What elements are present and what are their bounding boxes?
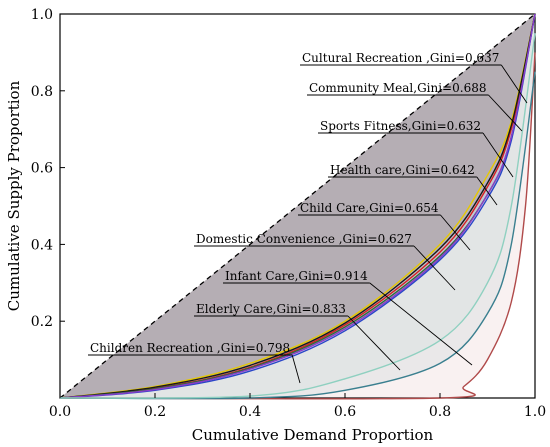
annotation-label-2: Sports Fitness,Gini=0.632 (320, 119, 481, 133)
y-axis-ticks: 0.2 0.4 0.6 0.8 1.0 (31, 7, 65, 330)
x-tick-label-1: 0.2 (144, 404, 166, 420)
annotation-label-1: Community Meal,Gini=0.688 (309, 81, 486, 95)
annotation-leader-7 (347, 315, 401, 371)
annotation-leader-1 (488, 94, 523, 132)
area-fill-5 (60, 14, 535, 398)
annotation-leader-0 (500, 64, 528, 104)
y-axis-title: Cumulative Supply Proportion (5, 80, 23, 311)
x-axis-title: Cumulative Demand Proportion (192, 426, 434, 444)
y-tick-label-2: 0.6 (31, 161, 53, 177)
equality-line-group (59, 13, 536, 399)
lorenz-curve-5 (59, 13, 536, 399)
annotation-label-6: Infant Care,Gini=0.914 (225, 269, 368, 283)
lorenz-curve-7 (59, 71, 536, 400)
annotation-leader-4 (440, 214, 471, 251)
area-fill-7 (60, 14, 535, 399)
annotation-label-8: Children Recreation ,Gini=0.798 (90, 341, 290, 355)
lorenz-curve-2 (59, 13, 536, 399)
area-fill-3 (60, 14, 535, 398)
x-tick-label-3: 0.6 (334, 404, 356, 420)
lorenz-curve-4 (59, 13, 536, 399)
area-fill-0 (60, 14, 535, 398)
x-tick-label-5: 1.0 (524, 404, 546, 420)
lorenz-curve-8 (59, 33, 536, 399)
area-fill-4 (60, 14, 535, 398)
annotation-leader-8 (291, 354, 301, 384)
equality-line (59, 13, 536, 399)
annotation-label-4: Child Care,Gini=0.654 (300, 201, 439, 215)
annotation-leader-5 (413, 245, 456, 291)
annotation-label-3: Health care,Gini=0.642 (330, 163, 475, 177)
y-tick-label-0: 0.2 (31, 314, 53, 330)
lorenz-curve-0 (59, 13, 536, 399)
inequality-area-fills (60, 14, 535, 399)
x-tick-label-4: 0.8 (429, 404, 451, 420)
annotation-leader-6 (369, 282, 473, 366)
y-tick-label-3: 0.8 (31, 84, 53, 100)
x-axis-ticks: 0.0 0.2 0.4 0.6 0.8 1.0 (49, 393, 546, 420)
lorenz-curve-6 (59, 52, 536, 400)
area-fill-1 (60, 14, 535, 398)
plot-frame (59, 13, 536, 399)
annotation-label-5: Domestic Convenience ,Gini=0.627 (196, 232, 412, 246)
x-tick-label-2: 0.4 (239, 404, 261, 420)
gini-annotations: Cultural Recreation ,Gini=0.637 Community… (88, 51, 528, 384)
area-fill-2 (60, 14, 535, 398)
annotation-label-7: Elderly Care,Gini=0.833 (196, 302, 346, 316)
y-tick-label-4: 1.0 (31, 7, 53, 23)
lorenz-curves (59, 13, 536, 400)
x-tick-label-0: 0.0 (49, 404, 71, 420)
annotation-label-0: Cultural Recreation ,Gini=0.637 (302, 51, 499, 65)
y-tick-label-1: 0.4 (31, 237, 53, 253)
annotation-leader-2 (482, 132, 514, 178)
area-fill-6 (60, 14, 535, 399)
annotation-leader-3 (476, 176, 498, 206)
area-fill-8 (60, 14, 535, 399)
